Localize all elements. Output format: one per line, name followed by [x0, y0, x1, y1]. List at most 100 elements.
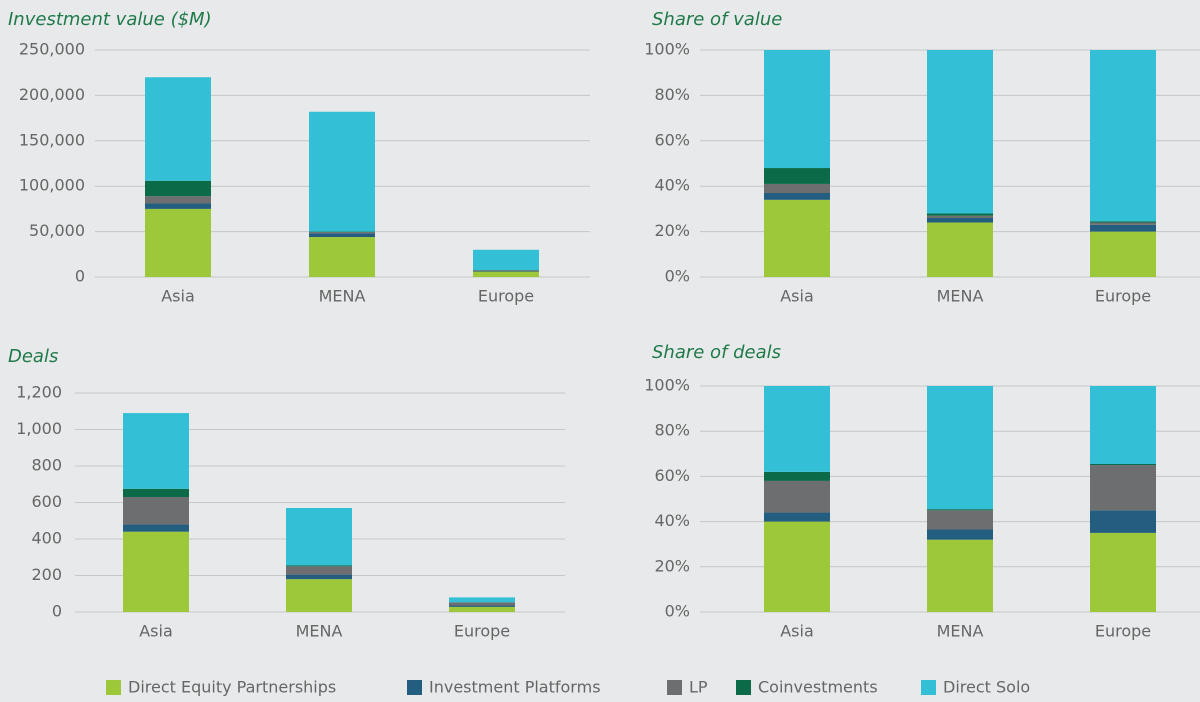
x-tick-label: MENA	[937, 622, 984, 641]
y-tick-label: 80%	[654, 421, 690, 440]
bar-segment	[1090, 231, 1156, 277]
bar-segment	[1090, 532, 1156, 612]
bar-segment	[1090, 224, 1156, 232]
x-tick-label: Europe	[454, 622, 510, 641]
legend-swatch	[407, 680, 422, 695]
bar-segment	[927, 217, 993, 223]
legend-label: Direct Equity Partnerships	[128, 678, 336, 697]
y-tick-label: 100%	[644, 40, 690, 59]
bar-segment	[286, 579, 352, 612]
chart-title: Investment value ($M)	[8, 9, 212, 30]
bar-segment	[123, 488, 189, 498]
bar-segment	[927, 386, 993, 510]
bar-segment	[927, 50, 993, 214]
y-tick-label: 100%	[644, 376, 690, 395]
bar-segment	[123, 531, 189, 612]
bar-segment	[145, 180, 211, 197]
bar-segment	[309, 233, 375, 238]
bar-segment	[764, 199, 830, 277]
x-tick-label: MENA	[296, 622, 343, 641]
bar-segment	[1090, 386, 1156, 464]
y-tick-label: 100,000	[19, 176, 85, 195]
bar-segment	[1090, 50, 1156, 222]
x-tick-label: MENA	[937, 287, 984, 306]
y-tick-label: 60%	[654, 466, 690, 485]
bar-segment	[1090, 510, 1156, 533]
bar-segment	[927, 222, 993, 277]
y-tick-label: 250,000	[19, 40, 85, 59]
bar-segment	[764, 193, 830, 200]
bar-segment	[309, 111, 375, 232]
bar-segment	[145, 208, 211, 277]
x-tick-label: MENA	[319, 287, 366, 306]
legend-swatch	[736, 680, 751, 695]
y-tick-label: 60%	[654, 130, 690, 149]
legend-label: Investment Platforms	[429, 678, 601, 697]
bar-segment	[473, 249, 539, 271]
y-tick-label: 50,000	[29, 221, 85, 240]
y-tick-label: 40%	[654, 511, 690, 530]
x-tick-label: Asia	[161, 287, 195, 306]
bar-segment	[927, 510, 993, 530]
y-tick-label: 800	[31, 456, 62, 475]
bar-segment	[123, 524, 189, 532]
bar-segment	[764, 50, 830, 169]
bar-segment	[927, 213, 993, 216]
bar-segment	[764, 183, 830, 194]
x-tick-label: Asia	[139, 622, 173, 641]
bar-segment	[1090, 222, 1156, 225]
bar-segment	[927, 509, 993, 511]
bar-segment	[1090, 463, 1156, 466]
y-tick-label: 0%	[665, 267, 690, 286]
bar-segment	[145, 77, 211, 181]
y-tick-label: 1,000	[16, 419, 62, 438]
x-tick-label: Europe	[1095, 622, 1151, 641]
bar-segment	[286, 565, 352, 567]
bar-segment	[286, 507, 352, 566]
legend-swatch	[106, 680, 121, 695]
bar-segment	[927, 215, 993, 218]
y-tick-label: 0	[75, 267, 85, 286]
bar-segment	[145, 196, 211, 204]
y-tick-label: 1,200	[16, 383, 62, 402]
y-tick-label: 0	[52, 602, 62, 621]
y-tick-label: 20%	[654, 556, 690, 575]
bar-segment	[286, 566, 352, 575]
bar-segment	[764, 480, 830, 513]
bar-segment	[764, 168, 830, 184]
bar-segment	[309, 232, 375, 234]
y-tick-label: 200,000	[19, 85, 85, 104]
bar-segment	[1090, 221, 1156, 223]
bar-segment	[764, 521, 830, 612]
bar-segment	[286, 574, 352, 580]
y-tick-label: 150,000	[19, 130, 85, 149]
y-tick-label: 20%	[654, 221, 690, 240]
bar-segment	[764, 471, 830, 481]
bar-segment	[473, 270, 539, 272]
y-tick-label: 0%	[665, 602, 690, 621]
bar-segment	[123, 497, 189, 525]
legend-label: Direct Solo	[943, 678, 1030, 697]
bar-segment	[473, 271, 539, 277]
bar-segment	[449, 597, 515, 603]
x-tick-label: Europe	[478, 287, 534, 306]
legend-label: Coinvestments	[758, 678, 878, 697]
chart-title: Deals	[8, 346, 58, 367]
bar-segment	[449, 606, 515, 612]
bar-segment	[1090, 465, 1156, 511]
bar-segment	[927, 539, 993, 612]
bar-segment	[764, 386, 830, 472]
bar-segment	[764, 512, 830, 522]
x-tick-label: Asia	[780, 287, 814, 306]
x-tick-label: Europe	[1095, 287, 1151, 306]
legend-label: LP	[689, 678, 708, 697]
y-tick-label: 600	[31, 492, 62, 511]
y-tick-label: 80%	[654, 85, 690, 104]
chart-title: Share of deals	[652, 342, 781, 363]
bar-segment	[309, 237, 375, 277]
bar-segment	[449, 602, 515, 606]
bar-segment	[449, 605, 515, 607]
bar-segment	[927, 529, 993, 540]
y-tick-label: 200	[31, 565, 62, 584]
